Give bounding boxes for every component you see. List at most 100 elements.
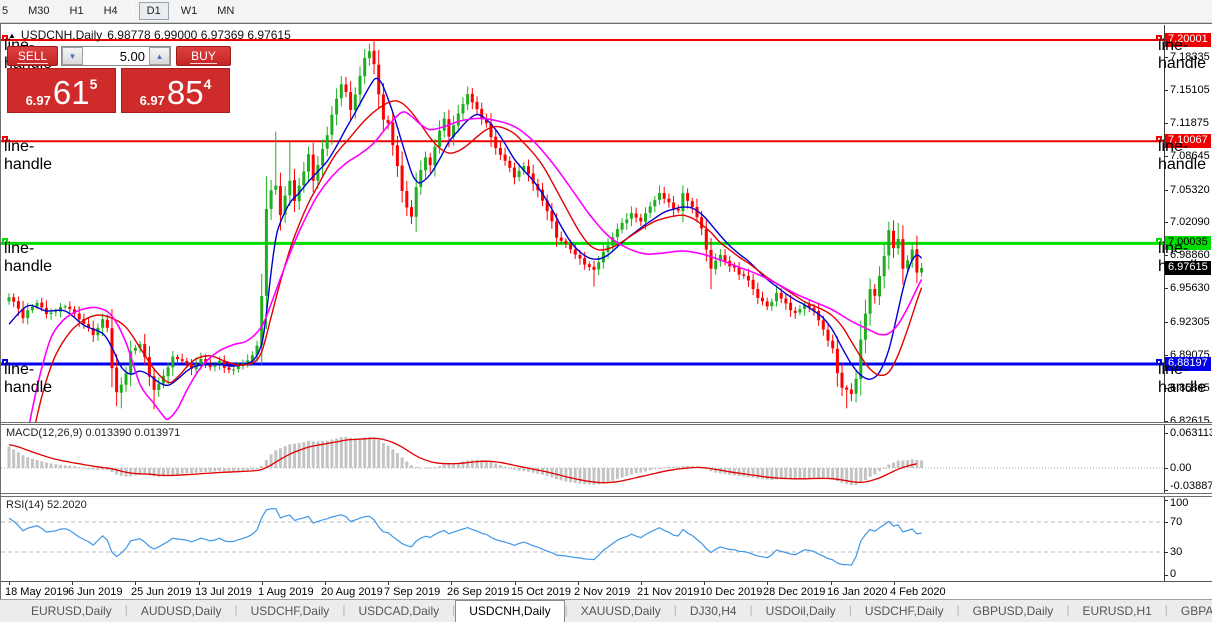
macd-tick	[1164, 490, 1168, 491]
tab-usdchf-daily[interactable]: USDCHF,Daily	[250, 604, 330, 618]
date-tick	[325, 582, 326, 585]
price-tick	[1164, 421, 1168, 422]
tab-separator: |	[234, 603, 238, 617]
rsi-tick	[1164, 575, 1168, 576]
tab-dj30-h4[interactable]: DJ30,H4	[689, 604, 737, 618]
buy-price-display[interactable]: 6.97 85 4	[121, 68, 230, 113]
price-tick-label: 7.05320	[1170, 184, 1210, 196]
date-label: 6 Jun 2019	[68, 586, 123, 598]
date-tick	[135, 582, 136, 585]
macd-indicator[interactable]	[1, 425, 1164, 493]
price-tick-label: 6.85845	[1170, 382, 1210, 394]
price-axis-border	[1164, 25, 1165, 422]
tab-separator: |	[848, 603, 852, 617]
date-label: 28 Dec 2019	[763, 586, 826, 598]
timeframe-button-MN[interactable]: MN	[217, 5, 235, 17]
timeframe-button-5[interactable]: 5	[2, 5, 9, 17]
price-tick-label: 7.15105	[1170, 84, 1210, 96]
buy-price-prefix: 6.97	[139, 93, 165, 108]
volume-input[interactable]	[83, 47, 149, 65]
tab-usdcnh-daily[interactable]: USDCNH,Daily	[455, 600, 565, 622]
macd-histogram	[7, 436, 924, 485]
tab-separator: |	[124, 603, 128, 617]
price-tick	[1164, 123, 1168, 124]
timeframe-button-H1[interactable]: H1	[69, 5, 84, 17]
tab-usdchf-daily[interactable]: USDCHF,Daily	[864, 604, 944, 618]
price-tick-label: 7.18335	[1170, 51, 1210, 63]
sell-price-display[interactable]: 6.97 61 5	[7, 68, 116, 113]
buy-button[interactable]: BUY	[176, 46, 231, 66]
date-tick	[9, 582, 10, 585]
date-tick	[515, 582, 516, 585]
rsi-tick-label: 70	[1170, 516, 1183, 528]
macd-tick-label: -0.038872	[1170, 480, 1212, 492]
volume-increase-button[interactable]: ▲	[149, 47, 170, 65]
price-tick	[1164, 222, 1168, 223]
true: line-handle	[2, 136, 53, 173]
date-tick	[451, 582, 452, 585]
chart-title: ▲ USDCNH,Daily 6.98778 6.99000 6.97369 6…	[8, 28, 291, 42]
panel-separator[interactable]	[1, 422, 1212, 425]
tab-usdoil-daily[interactable]: USDOil,Daily	[765, 604, 836, 618]
volume-decrease-button[interactable]: ▼	[62, 47, 83, 65]
price-tick	[1164, 156, 1168, 157]
rsi-indicator[interactable]	[1, 497, 1164, 581]
candlestick-chart[interactable]	[1, 25, 1164, 422]
date-tick	[388, 582, 389, 585]
panel-separator[interactable]	[1, 493, 1212, 497]
timeframe-button-H4[interactable]: H4	[103, 5, 118, 17]
date-label: 10 Dec 2019	[700, 586, 763, 598]
symbol-title: USDCNH,Daily	[20, 28, 103, 42]
chart-window: 7.18335 7.15105 7.11875 7.08645 7.05320 7.020…	[0, 23, 1212, 599]
price-tick-label: 6.82615	[1170, 415, 1210, 422]
tab-xauusd-daily[interactable]: XAUUSD,Daily	[580, 604, 661, 618]
rsi-tick-label: 0	[1170, 568, 1177, 580]
buy-price-pip: 4	[203, 76, 212, 92]
true: line-handle	[2, 238, 53, 275]
tab-usdcad-daily[interactable]: USDCAD,Daily	[358, 604, 440, 618]
date-tick	[704, 582, 705, 585]
price-line-badge: 7.00035	[1165, 236, 1211, 250]
price-tick	[1164, 388, 1168, 389]
tab-eurusd-h1[interactable]: EURUSD,H1	[1082, 604, 1152, 618]
tab-separator: |	[1066, 603, 1070, 617]
timeframe-toolbar: 5 M30 H1 H4 D1 W1 MN	[0, 0, 1212, 23]
one-click-trading-widget: SELL ▼ ▲ BUY 6.97 61 5 6.97	[7, 46, 233, 113]
date-label: 21 Nov 2019	[637, 586, 700, 598]
macd-label: MACD(12,26,9) 0.013390 0.013971	[6, 427, 181, 439]
sell-price-big: 61	[52, 74, 90, 111]
timeframe-button-D1[interactable]: D1	[138, 2, 169, 20]
timeframe-button-W1[interactable]: W1	[180, 5, 198, 17]
rsi-tick	[1164, 500, 1168, 501]
price-tick-label: 7.02090	[1170, 216, 1210, 228]
ma-fast-line	[8, 77, 923, 387]
rsi-panel: 100 70 30 0 RSI(14) 52.2020	[1, 497, 1212, 581]
sell-button[interactable]: SELL	[7, 46, 58, 66]
macd-tick-label: 0.00	[1170, 462, 1192, 474]
price-tick	[1164, 190, 1168, 191]
tab-audusd-daily[interactable]: AUDUSD,Daily	[140, 604, 222, 618]
tab-separator: |	[673, 603, 677, 617]
rsi-value: 52.2020	[46, 499, 87, 511]
timeframe-button-M30[interactable]: M30	[28, 5, 50, 17]
collapse-arrow-icon[interactable]: ▲	[8, 30, 16, 40]
price-chart-panel: 7.18335 7.15105 7.11875 7.08645 7.05320 7.020…	[1, 25, 1212, 422]
tab-separator: |	[956, 603, 960, 617]
true: line-handle	[1156, 238, 1206, 275]
price-tick	[1164, 355, 1168, 356]
tab-eurusd-daily[interactable]: EURUSD,Daily	[31, 604, 112, 618]
price-line-badge: 7.20001	[1165, 33, 1211, 47]
tab-separator: |	[564, 603, 568, 617]
price-line-badge: 6.88197	[1165, 357, 1211, 371]
tab-gbpaud-h1[interactable]: GBPAUD,H1	[1180, 604, 1212, 618]
price-tick-label: 7.08645	[1170, 150, 1210, 162]
date-label: 20 Aug 2019	[321, 586, 383, 598]
price-tick	[1164, 288, 1168, 289]
macd-tick-label: 0.063113	[1170, 427, 1212, 439]
sell-price-pip: 5	[89, 76, 98, 92]
chart-tab-bar: EURUSD,Daily | AUDUSD,Daily | USDCHF,Daily | U…	[0, 599, 1212, 622]
rsi-tick-label: 100	[1170, 497, 1189, 509]
date-tick	[72, 582, 73, 585]
tab-gbpusd-daily[interactable]: GBPUSD,Daily	[972, 604, 1054, 618]
